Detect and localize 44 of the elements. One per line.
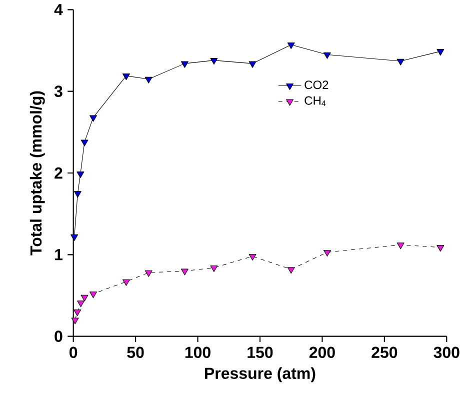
point — [77, 300, 85, 308]
point — [122, 74, 130, 80]
point — [80, 140, 88, 146]
y-tick-label: 0 — [54, 330, 62, 342]
y-tick-label: 1 — [55, 249, 62, 260]
y-tick-label: 2 — [54, 167, 62, 179]
point — [144, 270, 152, 277]
y-tick-label: 3 — [54, 86, 62, 98]
point — [74, 191, 82, 198]
x-axis-title: Pressure (atm) — [205, 367, 316, 382]
point — [210, 265, 218, 272]
point — [396, 58, 404, 66]
point — [248, 254, 256, 261]
x-tick-label: 250 — [372, 346, 398, 358]
legend-label: CO2 — [304, 80, 328, 90]
x-tick-label: 0 — [70, 346, 78, 358]
point — [287, 42, 295, 50]
point — [287, 267, 295, 274]
point — [70, 234, 78, 241]
x-tick-label: 100 — [185, 346, 210, 358]
point — [248, 61, 256, 68]
point — [80, 294, 88, 302]
point — [90, 292, 97, 298]
point — [323, 52, 331, 59]
point — [323, 250, 331, 256]
x-tick-label: 200 — [309, 346, 335, 358]
point — [396, 242, 404, 250]
point — [71, 318, 79, 324]
x-tick-label: 150 — [248, 346, 273, 358]
x-tick-label: 50 — [127, 346, 144, 358]
point — [436, 245, 444, 252]
point — [74, 310, 82, 316]
point — [76, 172, 84, 178]
legend-label: CH$_{4}$ — [304, 96, 326, 106]
y-axis-title: Total uptake (mmol/g) — [30, 91, 45, 256]
point — [436, 49, 444, 56]
y-tick-label: 4 — [54, 4, 63, 16]
point — [90, 115, 97, 122]
point — [144, 76, 152, 84]
point — [122, 279, 130, 286]
point — [180, 61, 188, 68]
x-tick-label: 300 — [434, 346, 460, 358]
point — [210, 58, 218, 65]
point — [180, 268, 188, 276]
